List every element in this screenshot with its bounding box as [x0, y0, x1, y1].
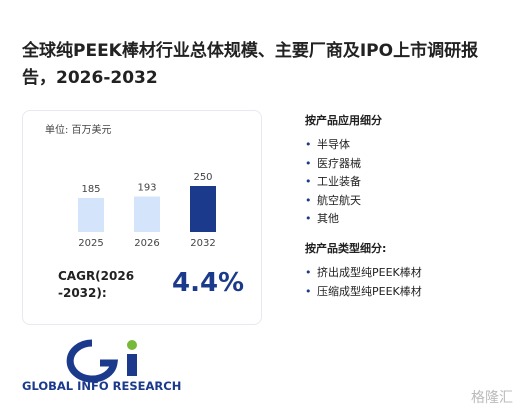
bar [190, 186, 216, 232]
segment-item: 其他 [305, 210, 382, 229]
x-tick-label: 2025 [78, 238, 103, 249]
value-label: 185 [81, 184, 100, 195]
title: 全球纯PEEK棒材行业总体规模、主要厂商及IPO上市调研报告，2026-2032 [22, 41, 479, 88]
segment-list: 挤出成型纯PEEK棒材压缩成型纯PEEK棒材 [305, 264, 422, 301]
segment-item: 挤出成型纯PEEK棒材 [305, 264, 422, 283]
x-tick-label: 2032 [190, 238, 215, 249]
bar [78, 197, 104, 232]
logo-g [66, 339, 119, 383]
chart-card [22, 110, 262, 325]
segment-list: 半导体医疗器械工业装备航空航天其他 [305, 136, 382, 229]
segment-item: 工业装备 [305, 173, 382, 192]
segment-item: 医疗器械 [305, 155, 382, 174]
cagr-value: 4.4% [172, 268, 245, 298]
logo-i [127, 354, 137, 376]
cagr-label: CAGR(2026-2032): [58, 269, 135, 300]
bar [134, 196, 160, 232]
segment-title: 按产品应用细分 [305, 114, 382, 127]
segment: 按产品类型细分: 挤出成型纯PEEK棒材压缩成型纯PEEK棒材 [305, 240, 422, 301]
segment-item: 压缩成型纯PEEK棒材 [305, 283, 422, 302]
x-tick-label: 2026 [134, 238, 159, 249]
value-label: 250 [193, 172, 212, 183]
segment-item: 航空航天 [305, 192, 382, 211]
unit-label: 单位: 百万美元 [45, 123, 112, 136]
value-label: 193 [137, 182, 156, 193]
segment-item: 半导体 [305, 136, 382, 155]
logo-dot [127, 340, 137, 350]
segment: 按产品应用细分 半导体医疗器械工业装备航空航天其他 [305, 112, 382, 229]
logo-text: GLOBAL INFO RESEARCH [22, 379, 182, 393]
segment-title: 按产品类型细分: [305, 242, 387, 255]
watermark: 格隆汇 [471, 390, 513, 406]
